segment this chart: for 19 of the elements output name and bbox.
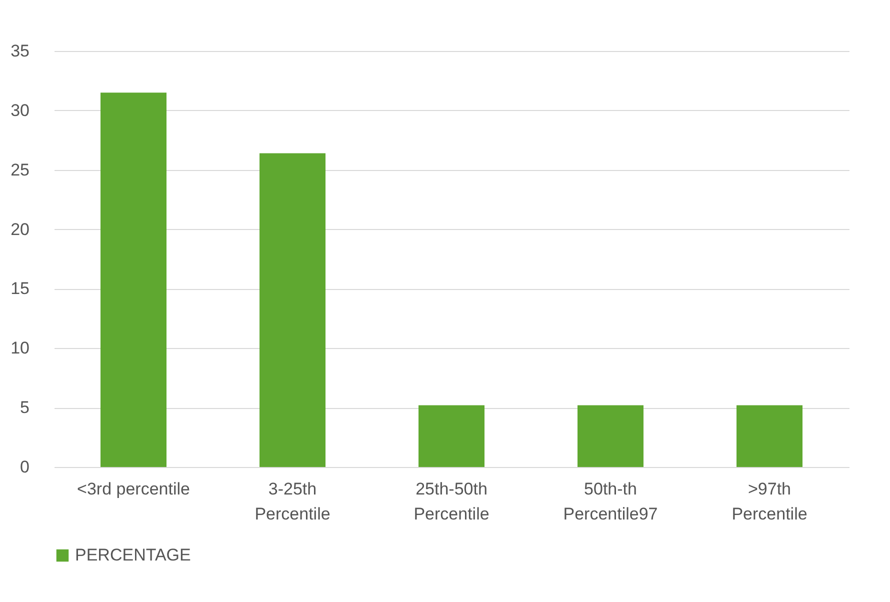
bar bbox=[736, 405, 802, 467]
legend-label: PERCENTAGE bbox=[75, 546, 191, 564]
y-tick-label: 20 bbox=[10, 220, 30, 239]
x-tick-label: 3-25th Percentile bbox=[254, 480, 330, 524]
y-tick-label: 35 bbox=[10, 42, 30, 60]
y-tick-label: 0 bbox=[20, 458, 30, 476]
y-tick-label: 25 bbox=[10, 160, 30, 180]
y-tick-label: 10 bbox=[10, 338, 30, 358]
bar bbox=[578, 405, 644, 467]
x-tick-label: 50th-th Percentile97 bbox=[563, 480, 658, 524]
bar bbox=[260, 153, 326, 467]
x-tick-label: <3rd percentile bbox=[77, 480, 190, 498]
y-tick-label: 5 bbox=[20, 398, 30, 418]
y-tick-label: 30 bbox=[10, 100, 30, 120]
x-tick-label: 25th-50th Percentile bbox=[414, 480, 490, 524]
x-tick-label: >97th Percentile bbox=[732, 480, 808, 524]
y-tick-label: 15 bbox=[10, 279, 30, 298]
bar bbox=[418, 405, 484, 467]
bar bbox=[100, 92, 166, 467]
